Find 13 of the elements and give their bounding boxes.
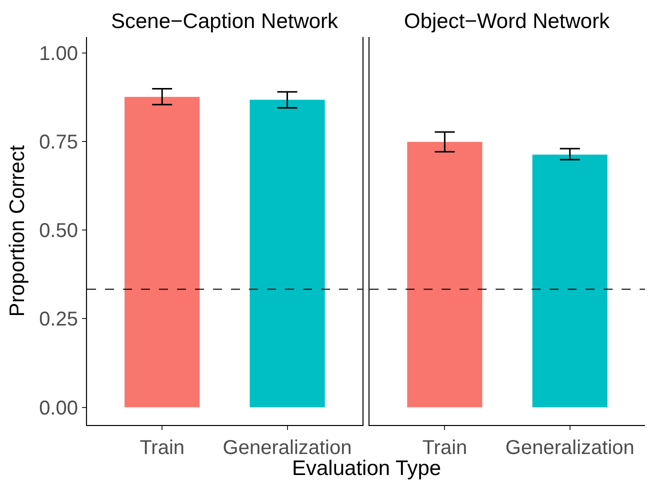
x-tick-label: Generalization (222, 437, 352, 459)
chart-title: Object−Word Network (404, 10, 610, 33)
x-axis-title: Evaluation Type (292, 457, 442, 480)
y-tick-label: 0.50 (39, 220, 78, 242)
x-tick-label: Generalization (505, 437, 634, 459)
x-tick-label: Train (140, 437, 185, 459)
x-tick-label: Train (422, 437, 468, 459)
y-tick-label: 1.00 (39, 42, 78, 65)
y-tick-label: 0.25 (39, 308, 78, 331)
y-tick-label: 0.00 (39, 397, 78, 420)
y-axis-title: Proportion Correct (6, 145, 30, 317)
y-tick-label: 0.75 (39, 132, 78, 154)
chart-title: Scene−Caption Network (111, 10, 339, 33)
